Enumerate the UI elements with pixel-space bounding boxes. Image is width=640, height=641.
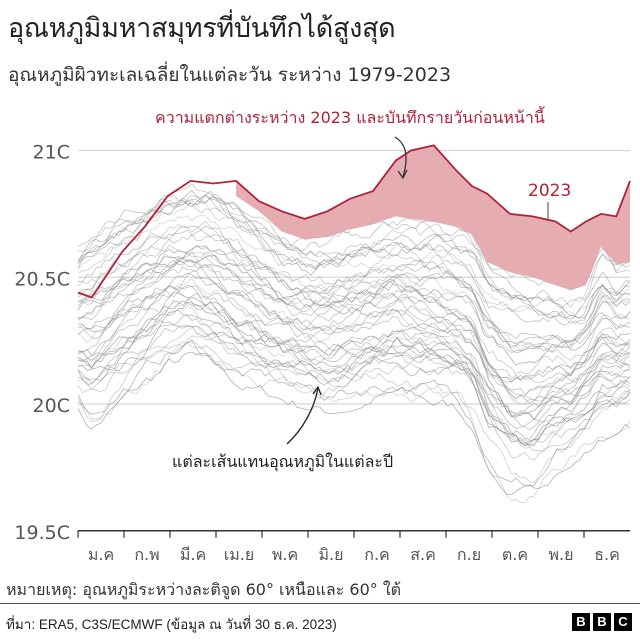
year-line — [77, 229, 631, 345]
y-tick-label: 20C — [33, 395, 70, 417]
year-line — [77, 190, 631, 320]
year-line — [77, 194, 631, 308]
year-line — [77, 244, 631, 354]
line-chart: 19.5C 20C 20.5C 21C ม.ค ก.พ มี.ค เม.ย พ.ค มิ.ย ก.… — [14, 106, 631, 564]
year-line — [77, 244, 631, 361]
x-tick-label: ก.พ — [134, 545, 159, 564]
chart-subtitle: อุณหภูมิผิวทะเลเฉลี่ยในแต่ละวัน ระหว่าง … — [8, 64, 452, 86]
x-axis: ม.ค ก.พ มี.ค เม.ย พ.ค มิ.ย ก.ค ส.ค ก.ย ต.ค พ.ย ธ.ค — [77, 529, 630, 564]
year-line — [77, 285, 631, 430]
year-line — [77, 325, 631, 484]
year-line — [77, 233, 631, 350]
x-tick-label: เม.ย — [224, 545, 254, 564]
logo-letter: B — [593, 613, 611, 631]
footnote: หมายเหตุ: อุณหภูมิระหว่างละติจูด 60° เหน… — [6, 580, 402, 599]
y-tick-label: 19.5C — [14, 522, 70, 544]
year-line — [77, 259, 631, 383]
x-tick-label: พ.ค — [272, 545, 298, 564]
year-line — [77, 341, 631, 504]
y-axis-labels: 19.5C 20C 20.5C 21C — [14, 142, 70, 544]
arrowhead-icon — [312, 385, 322, 396]
x-tick-label: ก.ค — [364, 545, 389, 564]
year-line — [77, 315, 631, 440]
x-tick-label: มิ.ย — [318, 545, 343, 564]
each-line-arrow-icon — [286, 387, 319, 445]
x-tick-label: พ.ย — [548, 545, 573, 564]
year-2023-label: 2023 — [528, 181, 571, 201]
chart-area: 19.5C 20C 20.5C 21C ม.ค ก.พ มี.ค เม.ย พ.ค มิ.ย ก.… — [0, 95, 640, 570]
year-line — [77, 284, 631, 414]
year-line — [77, 300, 631, 447]
x-tick-label: ม.ค — [88, 545, 114, 564]
logo-letter: B — [572, 613, 590, 631]
year-line — [77, 199, 631, 325]
year-line — [77, 215, 631, 316]
year-line — [77, 197, 631, 319]
each-line-annotation: แต่ละเส้นแทนอุณหภูมิในแต่ละปี — [172, 452, 393, 472]
source-text: ที่มา: ERA5, C3S/ECMWF (ข้อมูล ณ วันที่ … — [6, 617, 337, 632]
year-line — [77, 245, 631, 366]
difference-annotation: ความแตกต่างระหว่าง 2023 และบันทึกรายวันก… — [155, 106, 545, 127]
year-line — [77, 272, 631, 404]
line-2023 — [77, 144, 631, 299]
bbc-logo: B B C — [572, 613, 632, 631]
year-line — [77, 189, 631, 319]
year-line — [77, 325, 631, 444]
year-line — [77, 296, 631, 418]
arrowhead-icon — [397, 169, 408, 180]
x-tick-label: ก.ย — [457, 545, 481, 564]
year-line — [77, 225, 631, 346]
y-tick-label: 21C — [33, 142, 70, 164]
year-line — [77, 220, 631, 349]
year-line — [77, 292, 631, 431]
x-tick-label: ส.ค — [410, 545, 436, 564]
footer-divider — [0, 603, 640, 604]
year-line — [77, 301, 631, 421]
logo-letter: C — [614, 613, 632, 631]
year-line — [77, 251, 631, 397]
x-tick-label: ธ.ค — [594, 545, 620, 564]
year-line — [77, 341, 631, 461]
y-tick-label: 20.5C — [14, 268, 70, 290]
year-line — [77, 253, 631, 375]
difference-area — [236, 145, 630, 290]
year-line — [77, 194, 631, 326]
chart-title: อุณหภูมิมหาสมุทรที่บันทึกได้สูงสุด — [8, 13, 396, 44]
year-line — [77, 351, 631, 495]
year-line — [77, 278, 631, 402]
year-line — [77, 193, 631, 309]
history-lines — [77, 183, 631, 504]
year-line — [77, 309, 631, 446]
x-tick-label: มี.ค — [180, 545, 206, 564]
year-line — [77, 260, 631, 383]
year-line — [77, 339, 631, 487]
year-line — [77, 265, 631, 396]
difference-arrow-icon — [394, 136, 407, 178]
x-tick-label: ต.ค — [502, 545, 528, 564]
year-line — [77, 320, 631, 447]
year-line — [77, 255, 631, 383]
